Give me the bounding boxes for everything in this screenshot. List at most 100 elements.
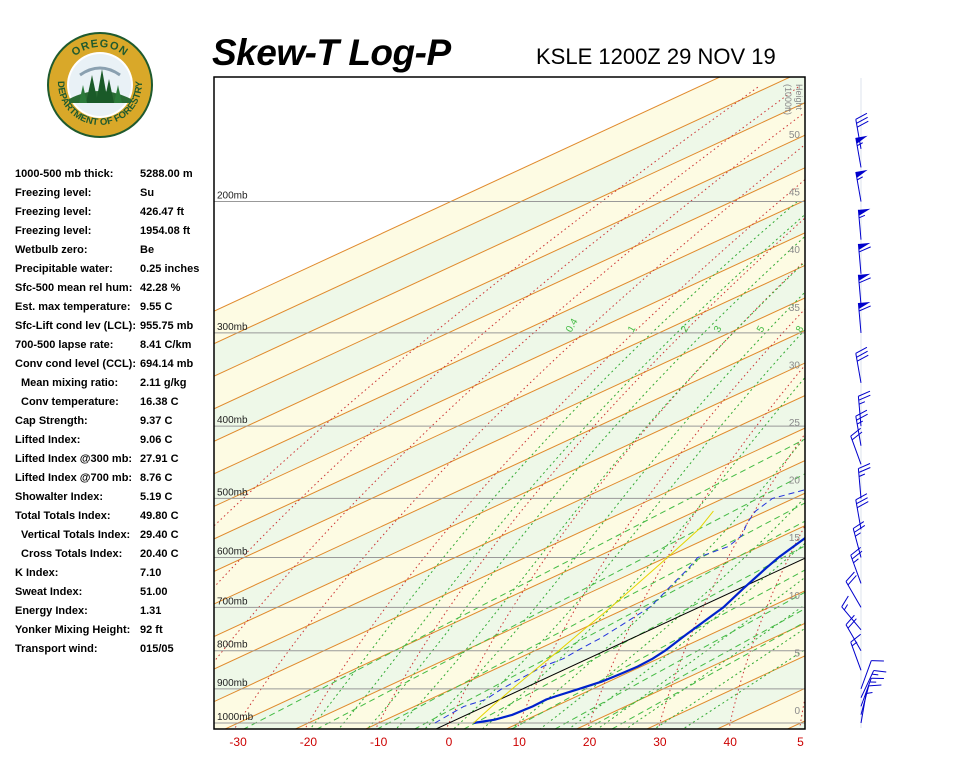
stat-row: Transport wind: 015/05	[15, 643, 215, 662]
moist-adiabat-lines	[309, 201, 805, 729]
moist-adiabat	[338, 213, 805, 729]
stat-row: Freezing level: Su	[15, 187, 215, 206]
moist-adiabat	[539, 496, 805, 729]
mixing-ratio-line	[510, 569, 805, 729]
isotherm-lines	[214, 77, 805, 729]
height-tick-label: 20	[789, 476, 801, 487]
stat-label: Yonker Mixing Height:	[15, 624, 131, 636]
temperature-tick-label: 20	[583, 735, 597, 749]
mixing-ratio-label: 8	[794, 324, 807, 335]
oregon-forestry-logo: OREGON DEPARTMENT OF FORESTRY	[46, 31, 154, 139]
temperature-tick-label: 10	[513, 735, 527, 749]
mixing-ratio-line	[610, 621, 805, 729]
stat-row: Yonker Mixing Height: 92 ft	[15, 624, 215, 643]
isotherm	[505, 590, 805, 729]
temperature-tick-label: 40	[724, 735, 738, 749]
mixing-ratio-lines	[242, 438, 805, 729]
stat-value: 015/05	[140, 643, 174, 655]
stat-value: 20.40 C	[140, 548, 179, 560]
temperature-tick-label: -30	[229, 735, 247, 749]
dry-adiabat	[233, 143, 805, 729]
moist-adiabat	[424, 291, 805, 729]
wind-barb	[841, 595, 862, 631]
stat-label: Freezing level:	[15, 225, 92, 237]
stat-label: Precipitable water:	[15, 263, 113, 275]
temperature-band	[214, 297, 805, 604]
height-tick-label: 15	[789, 533, 801, 544]
isotherm	[214, 264, 805, 540]
stat-label: Energy Index:	[15, 605, 88, 617]
wind-barb	[850, 633, 862, 671]
parcel-profile	[473, 510, 714, 724]
stat-value: 42.28 %	[140, 282, 181, 294]
mixing-ratio-line	[242, 438, 805, 729]
stat-row: Cap Strength: 9.37 C	[15, 415, 215, 434]
zero-isotherm	[434, 557, 805, 729]
stat-value: 49.80 C	[140, 510, 179, 522]
stat-row: Sweat Index: 51.00	[15, 586, 215, 605]
temperature-band	[214, 135, 805, 442]
temperature-band	[214, 200, 805, 507]
stat-value: 694.14 mb	[140, 358, 194, 370]
isotherm	[214, 102, 805, 377]
wind-barb	[845, 571, 862, 608]
pressure-label: 600mb	[217, 546, 248, 557]
isotherm	[575, 622, 805, 729]
stat-value: 16.38 C	[140, 396, 179, 408]
station-time-label: KSLE 1200Z 29 NOV 19	[536, 44, 776, 69]
isotherm	[214, 232, 805, 507]
height-tick-label: 0	[794, 706, 800, 717]
mixing-ratio-label: 1	[626, 324, 639, 335]
isotherm	[294, 492, 805, 729]
stat-row: Conv temperature: 16.38 C	[15, 396, 215, 415]
stat-row: Lifted Index: 9.06 C	[15, 434, 215, 453]
pressure-label: 200mb	[217, 191, 248, 202]
pressure-label: 800mb	[217, 640, 248, 651]
stat-row: Sfc-Lift cond lev (LCL): 955.75 mb	[15, 320, 215, 339]
moist-adiabat	[452, 328, 805, 729]
stat-label: K Index:	[15, 567, 59, 579]
stat-label: Conv cond level (CCL):	[15, 358, 137, 370]
temperature-band	[214, 330, 805, 637]
pressure-label: 700mb	[217, 596, 248, 607]
wind-barb	[857, 208, 871, 240]
dry-adiabat	[304, 178, 805, 729]
mixing-ratio-label: 5	[755, 324, 768, 335]
isotherm	[214, 167, 805, 442]
isotherm	[364, 525, 805, 729]
plot-frame	[213, 76, 806, 730]
stat-label: Sfc-Lift cond lev (LCL):	[15, 320, 136, 332]
stat-row: Energy Index: 1.31	[15, 605, 215, 624]
stat-label: Lifted Index @700 mb:	[15, 472, 133, 484]
wind-barb	[860, 660, 884, 690]
chart-title: Skew-T Log-P	[212, 32, 451, 73]
wind-barb	[845, 614, 862, 651]
wind-barb	[852, 521, 866, 558]
temperature-band	[214, 77, 805, 377]
mixing-ratio-label: 3	[712, 324, 725, 335]
stat-value: 9.55 C	[140, 301, 173, 313]
height-axis-unit: (1000ft)	[783, 84, 793, 115]
wind-barb	[850, 546, 863, 584]
temperature-band	[214, 362, 805, 670]
mixing-ratio-line	[376, 502, 805, 729]
sounding-indices-panel: 1000-500 mb thick: 5288.00 m Freezing leve…	[15, 168, 215, 662]
stat-label: Vertical Totals Index:	[21, 529, 131, 541]
stat-row: Lifted Index @300 mb: 27.91 C	[15, 453, 215, 472]
stat-label: 700-500 lapse rate:	[15, 339, 114, 351]
stat-label: Transport wind:	[15, 643, 98, 655]
stat-row: Freezing level: 1954.08 ft	[15, 225, 215, 244]
stat-row: Lifted Index @700 mb: 8.76 C	[15, 472, 215, 491]
wind-barb	[857, 242, 871, 274]
stat-row: 700-500 lapse rate: 8.41 C/km	[15, 339, 215, 358]
stat-value: 51.00	[140, 586, 168, 598]
stat-label: Freezing level:	[15, 206, 92, 218]
dry-adiabat-lines	[214, 85, 805, 729]
stat-label: Sweat Index:	[15, 586, 83, 598]
height-axis: 0 5 10 15 20 25 30 35 40 45 50 Height(1000ft)	[783, 84, 804, 717]
isotherm	[214, 329, 805, 605]
forestry-seal-icon: OREGON DEPARTMENT OF FORESTRY	[47, 32, 153, 138]
stat-label: Lifted Index @300 mb:	[15, 453, 133, 465]
wind-barb	[855, 493, 869, 530]
